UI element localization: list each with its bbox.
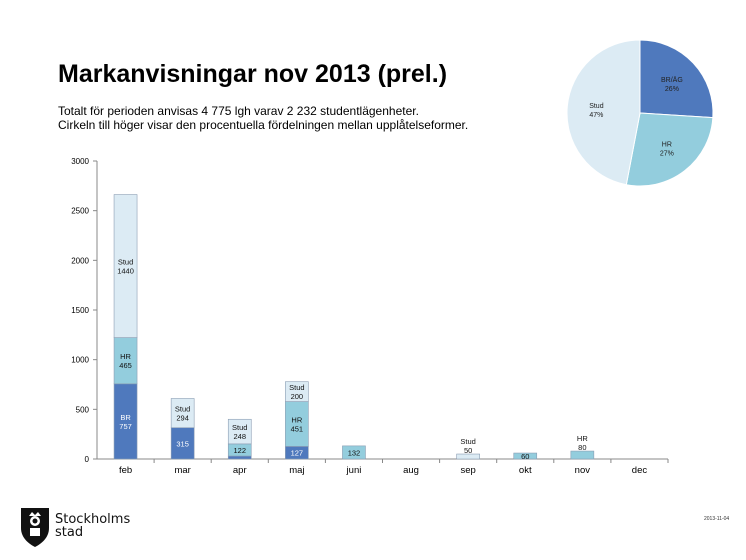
- x-tick-label: nov: [575, 465, 591, 476]
- data-label: 294: [176, 414, 189, 423]
- data-label: 132: [348, 448, 361, 457]
- x-tick-label: aug: [403, 465, 419, 476]
- data-label: HR: [291, 415, 302, 424]
- pie-slice-stud: [566, 39, 641, 186]
- data-label: 127: [291, 449, 304, 458]
- logo-line-1: Stockholms: [55, 512, 131, 527]
- y-tick-label: 2500: [71, 207, 89, 216]
- data-label: 315: [176, 439, 189, 448]
- x-tick-label: apr: [233, 465, 247, 476]
- data-label: 50: [464, 446, 472, 455]
- date-stamp: 2013-11-04: [704, 516, 730, 522]
- y-tick-label: 1000: [71, 356, 89, 365]
- subtitle-line-1: Totalt för perioden anvisas 4 775 lgh va…: [58, 104, 419, 118]
- x-tick-label: maj: [289, 465, 304, 476]
- bar-br: [227, 455, 252, 460]
- pie-slice-br: [639, 39, 714, 119]
- data-label: 757: [119, 422, 132, 431]
- data-label: BR: [120, 413, 131, 422]
- data-label: 60: [521, 452, 529, 461]
- pie-chart: BR/ÄG 26% HR 27% Stud 47%: [566, 39, 714, 187]
- x-tick-label: sep: [460, 465, 475, 476]
- data-label: 80: [578, 443, 586, 452]
- y-tick-label: 0: [85, 455, 90, 464]
- pie-pct-label: 47%: [589, 112, 603, 119]
- x-tick-label: dec: [632, 465, 648, 476]
- y-tick-label: 1500: [71, 306, 89, 315]
- logo-text: Stockholms stad: [55, 513, 130, 539]
- y-tick-label: 3000: [71, 157, 89, 166]
- bar-hr: [513, 452, 538, 460]
- data-label: Stud: [118, 258, 133, 267]
- data-label: HR: [120, 352, 131, 361]
- x-tick-label: okt: [519, 465, 532, 476]
- x-tick-label: juni: [346, 465, 362, 476]
- bar-hr: [570, 450, 595, 460]
- data-label: 451: [291, 424, 304, 433]
- pie-label: BR/ÄG: [661, 76, 683, 84]
- bar-stud: [113, 194, 138, 338]
- bar-stud: [456, 453, 480, 460]
- data-label: 248: [233, 432, 246, 441]
- pie-pct-label: 27%: [660, 151, 674, 158]
- pie-label: HR: [662, 142, 672, 149]
- x-tick-label: feb: [119, 465, 132, 476]
- bar-stud: [170, 398, 195, 429]
- pie-slice-hr: [625, 112, 714, 187]
- data-label: Stud: [460, 437, 475, 446]
- data-label: 1440: [117, 267, 134, 276]
- logo-line-2: stad: [55, 525, 84, 540]
- data-label: 465: [119, 361, 132, 370]
- bar-stud: [285, 381, 309, 402]
- bar-stud: [227, 418, 252, 445]
- subtitle-line-2: Cirkeln till höger visar den procentuell…: [58, 118, 469, 132]
- stockholm-crest-icon: [21, 508, 49, 547]
- page-title: Markanvisningar nov 2013 (prel.): [58, 60, 448, 88]
- y-tick-label: 2000: [71, 256, 89, 265]
- data-label: 200: [291, 392, 304, 401]
- pie-label: Stud: [589, 103, 604, 110]
- data-label: 122: [233, 446, 246, 455]
- pie-pct-label: 26%: [665, 86, 679, 93]
- y-tick-label: 500: [76, 405, 90, 414]
- data-label: Stud: [232, 423, 247, 432]
- data-label: Stud: [175, 405, 190, 414]
- x-tick-label: mar: [174, 465, 190, 476]
- data-label: Stud: [289, 383, 304, 392]
- bar-hr: [342, 445, 366, 460]
- data-label: HR: [577, 434, 588, 443]
